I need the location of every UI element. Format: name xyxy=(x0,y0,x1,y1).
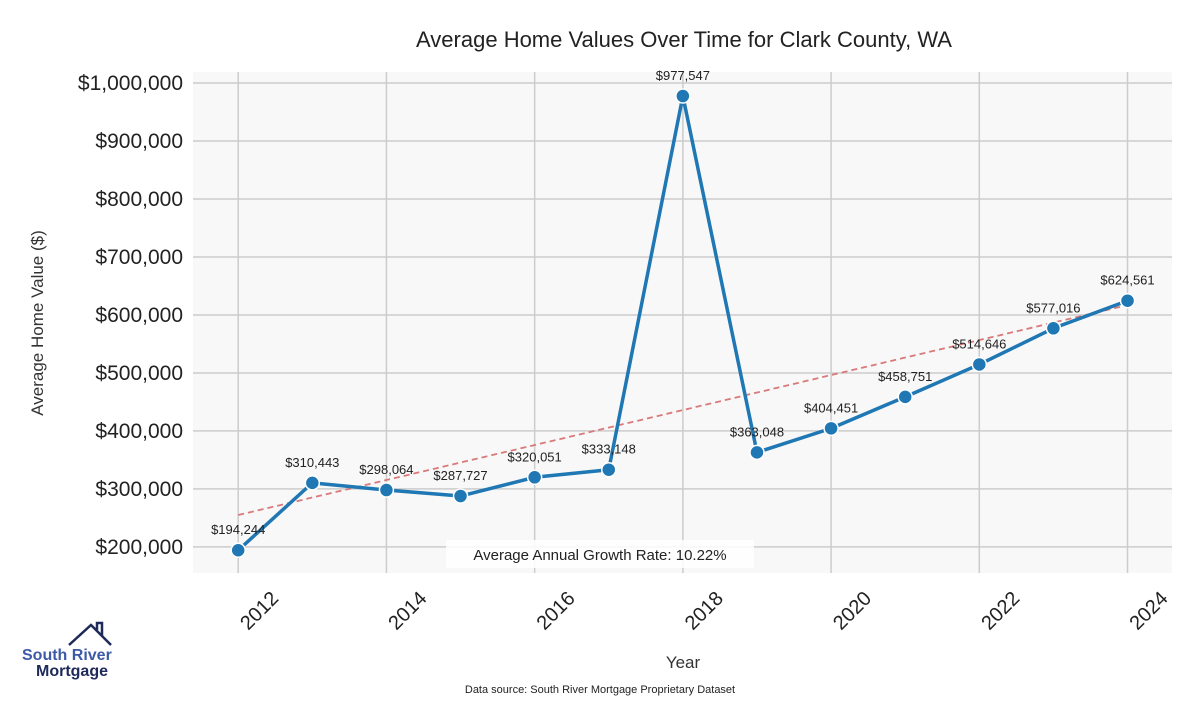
logo-line1: South River xyxy=(22,647,112,664)
data-point xyxy=(1045,320,1062,337)
data-point xyxy=(230,542,246,558)
data-label: $404,451 xyxy=(804,400,858,415)
data-point xyxy=(897,389,913,405)
y-tick-label: $1,000,000 xyxy=(78,72,183,95)
data-label: $194,244 xyxy=(211,522,265,537)
data-point xyxy=(971,356,988,373)
x-tick-label: 2020 xyxy=(829,588,876,635)
house-roof-icon xyxy=(68,621,112,646)
data-point xyxy=(675,88,691,104)
series xyxy=(230,88,1136,558)
logo: South River Mortgage xyxy=(22,621,112,680)
y-tick-label: $600,000 xyxy=(95,304,183,327)
x-tick-label: 2024 xyxy=(1126,588,1173,635)
y-tick-label: $500,000 xyxy=(95,362,183,385)
x-tick-label: 2022 xyxy=(977,588,1024,635)
data-label: $514,646 xyxy=(952,336,1006,351)
data-label: $310,443 xyxy=(285,455,339,470)
ticks: $200,000 $300,000 $400,000 $500,000 $600,000… xyxy=(78,72,1173,635)
data-point xyxy=(452,488,469,504)
data-label: $458,751 xyxy=(878,369,932,384)
y-axis-label: Average Home Value ($) xyxy=(28,230,47,416)
data-labels: $194,244 $310,443 $298,064 $287,727 $320,051… xyxy=(211,68,1155,537)
x-axis-label: Year xyxy=(666,653,701,672)
x-tick-label: 2012 xyxy=(236,588,283,635)
y-tick-label: $700,000 xyxy=(95,246,183,269)
y-tick-label: $200,000 xyxy=(95,536,183,559)
data-point xyxy=(304,475,321,491)
data-label: $577,016 xyxy=(1026,300,1080,315)
y-tick-label: $400,000 xyxy=(95,420,183,443)
data-label: $333,148 xyxy=(582,442,636,457)
x-tick-label: 2018 xyxy=(681,588,728,635)
data-label: $287,727 xyxy=(433,468,487,483)
data-label: $624,561 xyxy=(1100,273,1154,288)
x-tick-label: 2016 xyxy=(533,588,580,635)
data-point xyxy=(823,420,839,437)
y-tick-label: $900,000 xyxy=(95,130,183,153)
trend-line-segment xyxy=(238,304,1128,516)
data-label: $363,048 xyxy=(730,424,784,439)
data-point xyxy=(601,461,617,478)
data-point xyxy=(1119,292,1136,309)
y-tick-label: $300,000 xyxy=(95,478,183,501)
data-label: $298,064 xyxy=(359,462,413,477)
logo-line2: Mortgage xyxy=(36,663,108,680)
data-label: $977,547 xyxy=(656,68,710,83)
growth-rate-text: Average Annual Growth Rate: 10.22% xyxy=(473,547,726,564)
data-point xyxy=(378,482,395,498)
trend-line xyxy=(238,304,1128,516)
growth-annotation: Average Annual Growth Rate: 10.22% xyxy=(446,540,754,568)
data-point xyxy=(526,469,543,486)
y-tick-label: $800,000 xyxy=(95,188,183,211)
data-point xyxy=(749,444,765,461)
chart-title: Average Home Values Over Time for Clark … xyxy=(416,27,952,52)
data-label: $320,051 xyxy=(508,449,562,464)
data-source: Data source: South River Mortgage Propri… xyxy=(465,684,735,696)
x-tick-label: 2014 xyxy=(384,588,431,635)
